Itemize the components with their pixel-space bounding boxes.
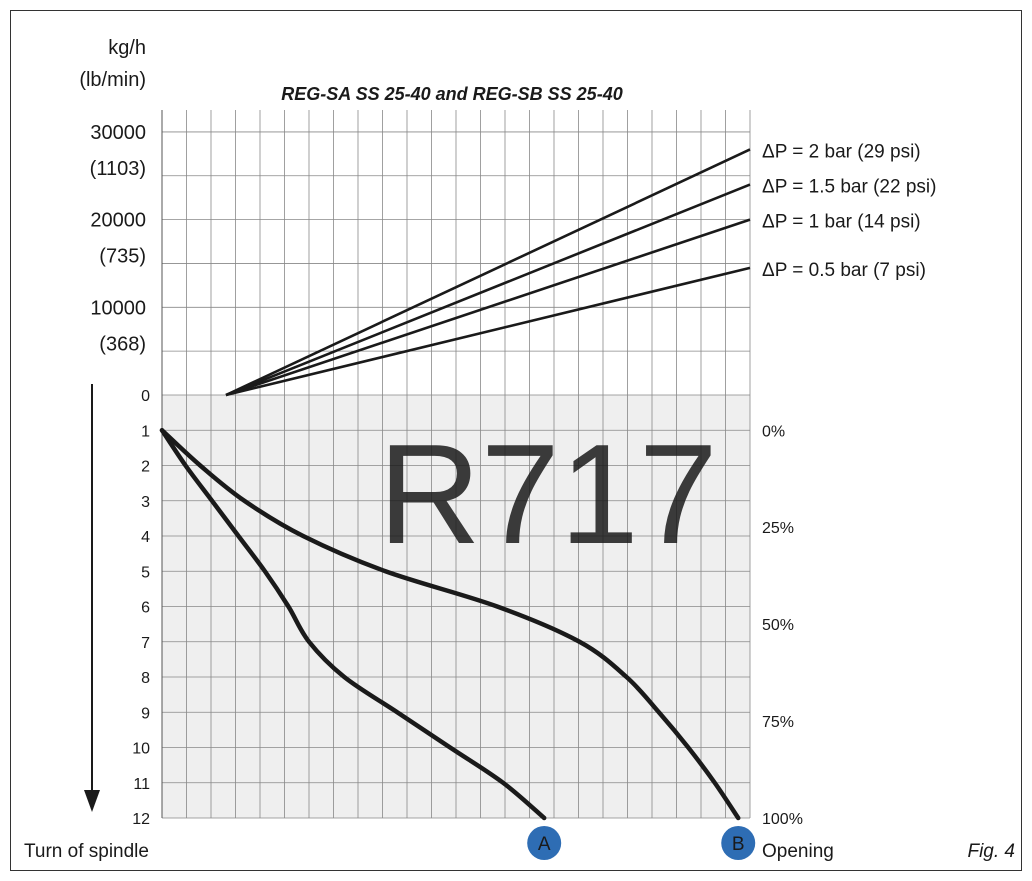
capacity-tick-label: 20000 xyxy=(90,210,146,232)
curve-marker xyxy=(527,826,562,860)
y-unit-primary: kg/h xyxy=(108,37,146,59)
turn-tick-label: 3 xyxy=(141,494,150,511)
series-label: ΔP = 1.5 bar (22 psi) xyxy=(762,177,936,198)
curve-marker-label: A xyxy=(538,834,551,855)
turn-tick-label: 10 xyxy=(132,741,150,758)
capacity-tick-label: 10000 xyxy=(90,297,146,319)
turn-tick-label: 8 xyxy=(141,670,150,687)
watermark: R717 xyxy=(378,415,717,574)
opening-tick-label: 75% xyxy=(762,714,794,731)
turn-arrow-head xyxy=(84,790,100,812)
y-unit-secondary: (lb/min) xyxy=(79,69,146,91)
capacity-line xyxy=(225,148,751,397)
curve-marker xyxy=(721,826,756,860)
turn-tick-label: 1 xyxy=(141,423,150,440)
turn-tick-label: 0 xyxy=(141,388,150,405)
opening-curve xyxy=(159,428,741,821)
capacity-tick-label-lb: (368) xyxy=(99,333,146,355)
turn-arrow xyxy=(84,384,100,812)
capacity-tick-label-lb: (1103) xyxy=(90,158,146,180)
capacity-tick-label: 30000 xyxy=(90,122,146,144)
x-axis-label: Turn of spindle xyxy=(24,841,149,862)
watermark-text: R717 xyxy=(378,415,717,574)
turn-tick-label: 5 xyxy=(141,564,150,581)
series-label: ΔP = 0.5 bar (7 psi) xyxy=(762,260,926,281)
turn-tick-label: 7 xyxy=(141,635,150,652)
figure-frame xyxy=(10,10,1022,871)
capacity-line xyxy=(225,266,751,397)
turn-tick-label: 2 xyxy=(141,459,150,476)
grid xyxy=(161,110,751,819)
capacity-line xyxy=(225,183,751,397)
turn-tick-label: 12 xyxy=(132,811,150,828)
tick-labels: ΔP = 2 bar (29 psi) ΔP = 1.5 bar (22 psi)… xyxy=(90,122,937,828)
opening-tick-label: 0% xyxy=(762,423,785,440)
chart-title: REG-SA SS 25-40 and REG-SB SS 25-40 xyxy=(281,84,622,104)
capacity-line xyxy=(225,218,751,397)
capacity-series xyxy=(225,148,751,397)
capacity-tick-label-lb: (735) xyxy=(99,246,146,268)
turn-tick-label: 9 xyxy=(141,705,150,722)
opening-curve xyxy=(159,428,547,821)
turn-tick-label: 11 xyxy=(133,776,150,793)
opening-tick-label: 25% xyxy=(762,520,794,537)
opening-axis-label: Opening xyxy=(762,841,834,862)
turn-tick-label: 6 xyxy=(141,600,150,617)
turn-tick-label: 4 xyxy=(141,529,150,546)
opening-tick-label: 50% xyxy=(762,617,794,634)
figure-label: Fig. 4 xyxy=(967,841,1015,862)
opening-tick-label: 100% xyxy=(762,811,803,828)
series-label: ΔP = 1 bar (14 psi) xyxy=(762,212,921,233)
curve-marker-label: B xyxy=(732,834,745,855)
series-label: ΔP = 2 bar (29 psi) xyxy=(762,141,921,162)
